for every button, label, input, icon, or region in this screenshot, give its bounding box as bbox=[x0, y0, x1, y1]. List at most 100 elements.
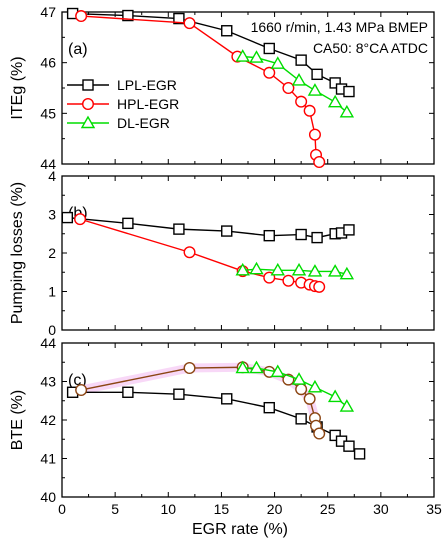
data-point bbox=[295, 228, 307, 241]
y-tick-label: 0 bbox=[48, 322, 56, 338]
x-axis-title: EGR rate (%) bbox=[192, 521, 288, 538]
data-point bbox=[311, 231, 323, 244]
data-point bbox=[327, 389, 343, 403]
chart-panel-1: 44 45 46 47 ITEg (%) (a) 1660 r/min, 1.43 MPa … bbox=[9, 4, 435, 172]
data-point bbox=[122, 9, 134, 22]
data-point bbox=[313, 155, 326, 168]
data-point bbox=[221, 393, 233, 405]
y-tick-label: 1 bbox=[48, 284, 56, 300]
data-point bbox=[270, 364, 285, 378]
y-tick-label: 45 bbox=[40, 105, 56, 121]
legend-label: LPL-EGR bbox=[117, 77, 177, 93]
legend-marker bbox=[80, 115, 96, 129]
data-point bbox=[75, 10, 88, 23]
x-tick-label: 0 bbox=[58, 501, 66, 517]
data-point bbox=[295, 54, 307, 66]
data-point bbox=[270, 56, 285, 69]
y-tick-label: 2 bbox=[48, 245, 56, 261]
annotation-line-1: 1660 r/min, 1.43 MPa BMEP bbox=[251, 19, 428, 35]
data-point bbox=[173, 12, 185, 25]
data-point bbox=[303, 104, 316, 117]
legend-label: HPL-EGR bbox=[117, 96, 179, 112]
series-lpl-egr bbox=[66, 7, 355, 98]
series-dl-egr bbox=[235, 49, 355, 118]
data-point bbox=[295, 95, 308, 108]
data-point bbox=[183, 362, 196, 375]
data-point bbox=[329, 429, 341, 442]
data-point bbox=[122, 386, 134, 398]
data-point bbox=[263, 229, 275, 242]
y-tick-label: 4 bbox=[48, 168, 56, 184]
data-point bbox=[173, 388, 185, 400]
data-point bbox=[329, 77, 341, 89]
series-dl-egr bbox=[235, 261, 355, 280]
annotation-line-2: CA50: 8°CA ATDC bbox=[313, 40, 428, 56]
data-point bbox=[183, 246, 196, 259]
series-lpl-egr bbox=[61, 211, 355, 244]
data-point bbox=[327, 94, 343, 108]
data-point bbox=[263, 66, 276, 79]
data-point bbox=[263, 401, 275, 414]
panel-label: (a) bbox=[68, 41, 88, 58]
data-point bbox=[307, 83, 323, 96]
data-point bbox=[282, 81, 295, 94]
data-point bbox=[307, 379, 323, 393]
data-point bbox=[235, 360, 250, 374]
data-point bbox=[282, 274, 295, 287]
y-tick-label: 43 bbox=[40, 374, 56, 390]
y-axis-title: Pumping losses (%) bbox=[9, 182, 26, 324]
data-point bbox=[311, 68, 323, 81]
data-point bbox=[327, 264, 343, 277]
data-point bbox=[173, 223, 185, 235]
legend-label: DL-EGR bbox=[117, 115, 170, 131]
data-point bbox=[307, 264, 323, 277]
y-tick-label: 41 bbox=[40, 451, 56, 467]
y-axis-title: ITEg (%) bbox=[9, 56, 26, 119]
data-point bbox=[249, 50, 264, 63]
data-point bbox=[343, 224, 355, 236]
data-point bbox=[74, 213, 87, 226]
data-point bbox=[313, 427, 326, 440]
data-point bbox=[183, 17, 196, 30]
data-point bbox=[263, 42, 275, 55]
data-point bbox=[339, 104, 355, 118]
data-point bbox=[291, 262, 307, 276]
data-point bbox=[291, 372, 307, 385]
data-point bbox=[249, 360, 264, 374]
data-point bbox=[339, 266, 355, 280]
data-point bbox=[353, 448, 366, 460]
x-tick-label: 35 bbox=[426, 501, 442, 517]
data-point bbox=[235, 49, 250, 62]
series-hpl-egr bbox=[74, 213, 326, 293]
data-point bbox=[308, 128, 321, 141]
series-hpl-egr bbox=[75, 361, 326, 440]
data-point bbox=[235, 262, 250, 276]
chart-panel-3: 40 41 42 43 44 0 5 10 15 20 25 30 35 BTE (%) EGR rate … bbox=[9, 335, 442, 538]
data-point bbox=[249, 261, 264, 275]
x-tick-label: 25 bbox=[320, 501, 336, 517]
data-point bbox=[221, 225, 233, 237]
data-point bbox=[339, 399, 355, 412]
data-point bbox=[343, 85, 355, 98]
series-hpl-egr bbox=[75, 10, 326, 168]
x-tick-label: 5 bbox=[111, 501, 119, 517]
y-axis-title: BTE (%) bbox=[9, 390, 26, 450]
legend-marker bbox=[81, 97, 94, 110]
data-point bbox=[270, 262, 285, 276]
data-point bbox=[343, 440, 355, 452]
x-tick-label: 15 bbox=[214, 501, 230, 517]
data-point bbox=[122, 217, 134, 230]
y-tick-label: 42 bbox=[40, 412, 56, 428]
y-tick-label: 40 bbox=[40, 489, 56, 505]
y-tick-label: 44 bbox=[40, 335, 56, 351]
x-tick-label: 20 bbox=[267, 501, 283, 517]
data-point bbox=[303, 392, 316, 405]
data-point bbox=[295, 383, 308, 396]
data-point bbox=[313, 280, 326, 293]
x-tick-label: 30 bbox=[373, 501, 389, 517]
x-tick-label: 10 bbox=[160, 501, 176, 517]
series-line bbox=[81, 15, 320, 163]
